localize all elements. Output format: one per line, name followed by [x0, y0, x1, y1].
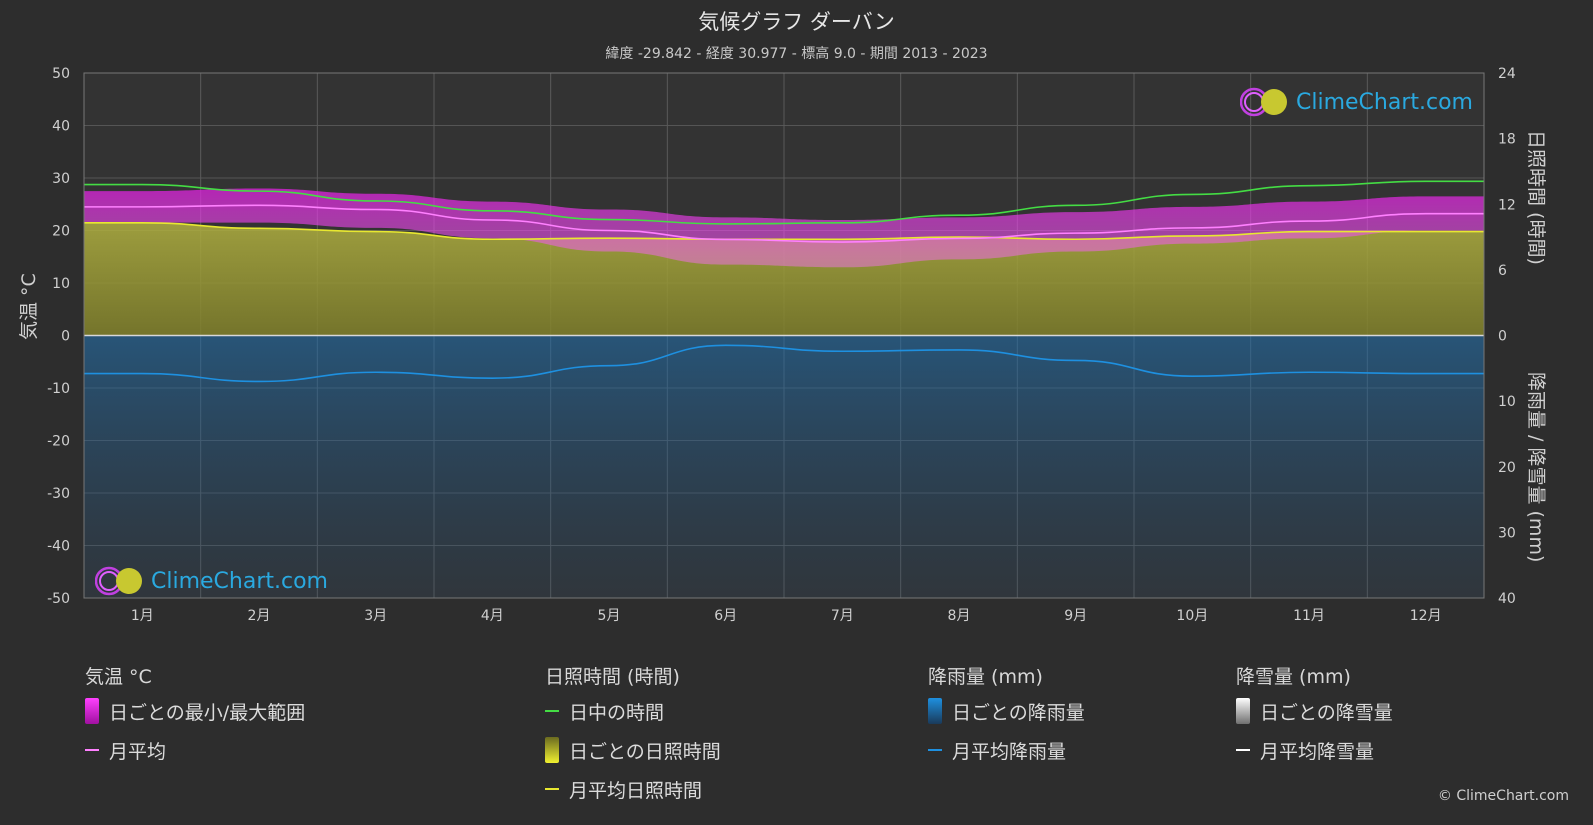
left-tick-label: 30	[52, 171, 70, 187]
month-tick-label: 11月	[1293, 608, 1325, 624]
month-tick-label: 12月	[1410, 608, 1442, 624]
legend-item: 月平均降雪量	[1236, 737, 1393, 763]
logo-icon	[1240, 87, 1287, 117]
chart-title: 気候グラフ ダーバン	[698, 10, 895, 34]
legend-item: 日ごとの最小/最大範囲	[85, 698, 305, 724]
legend-item: 月平均日照時間	[545, 776, 721, 802]
logo-text: ClimeChart.com	[151, 568, 328, 594]
left-tick-label: 0	[61, 329, 70, 345]
swatch-rain-avg	[928, 749, 942, 751]
rain-avg-line	[83, 344, 1484, 383]
temperature-range-band	[84, 188, 1484, 268]
left-tick-label: 50	[52, 66, 70, 82]
daylight-line	[84, 180, 1484, 225]
legend-label: 日ごとの最小/最大範囲	[109, 701, 306, 724]
right-top-tick-label: 6	[1498, 263, 1507, 279]
legend-heading: 日照時間 (時間)	[545, 666, 680, 688]
area-bands	[84, 188, 1484, 598]
sunshine-area	[84, 222, 1484, 336]
left-tick-label: -10	[47, 381, 70, 397]
temp-avg-line	[84, 204, 1484, 243]
swatch-snow-daily	[1236, 698, 1250, 724]
left-tick-label: -50	[47, 591, 70, 607]
right-top-tick-label: 0	[1498, 329, 1507, 345]
series-lines	[83, 180, 1484, 383]
month-tick-label: 3月	[364, 608, 387, 624]
legend-snow: 降雪量 (mm) 日ごとの降雪量 月平均降雪量	[1236, 662, 1393, 776]
right-bottom-tick-label: 40	[1498, 591, 1516, 607]
right-bottom-tick-label: 30	[1498, 525, 1516, 541]
month-tick-label: 9月	[1064, 608, 1087, 624]
legend-rain: 降雨量 (mm) 日ごとの降雨量 月平均降雨量	[928, 662, 1085, 776]
left-tick-label: -30	[47, 486, 70, 502]
legend-label: 月平均日照時間	[569, 779, 703, 802]
logo-icon	[95, 566, 142, 596]
legend-item: 月平均	[85, 737, 305, 763]
legend-temperature: 気温 °C 日ごとの最小/最大範囲 月平均	[85, 662, 305, 776]
legend-item: 日ごとの降雨量	[928, 698, 1085, 724]
logo-bottom: ClimeChart.com	[95, 565, 328, 597]
month-tick-label: 4月	[481, 608, 504, 624]
legend-item: 日ごとの日照時間	[545, 737, 721, 763]
right-top-axis-title: 日照時間 (時間)	[1525, 130, 1547, 265]
legend-label: 日ごとの降雪量	[1260, 701, 1393, 724]
legend-item: 日ごとの降雪量	[1236, 698, 1393, 724]
left-tick-label: 10	[52, 276, 70, 292]
right-top-tick-label: 24	[1498, 66, 1516, 82]
axes: 50 40 30 20 10 0 -10 -20 -30 -40 -50 24 18 12 6 0 10 20 30…	[47, 66, 1547, 624]
sunshine-avg-line	[84, 222, 1484, 241]
legend-label: 月平均降雨量	[952, 740, 1067, 763]
legend-heading: 降雨量 (mm)	[928, 666, 1043, 688]
left-tick-label: -20	[47, 434, 70, 450]
legend-label: 月平均降雪量	[1260, 740, 1375, 763]
swatch-daylight	[545, 710, 559, 712]
right-top-tick-label: 18	[1498, 132, 1516, 148]
month-tick-label: 5月	[598, 608, 621, 624]
left-tick-label: -40	[47, 539, 70, 555]
swatch-snow-avg	[1236, 749, 1250, 751]
legend-heading: 降雪量 (mm)	[1236, 666, 1351, 688]
left-axis-title: 気温 °C	[18, 273, 40, 340]
legend-label: 日ごとの降雨量	[952, 701, 1085, 724]
right-top-tick-label: 12	[1498, 197, 1516, 213]
month-tick-label: 6月	[714, 608, 737, 624]
climate-chart: 50 40 30 20 10 0 -10 -20 -30 -40 -50 24 18 12 6 0 10 20 30…	[47, 66, 1547, 624]
month-tick-label: 2月	[248, 608, 271, 624]
copyright: © ClimeChart.com	[1437, 788, 1569, 804]
right-bottom-axis-title: 降雨量 / 降雪量 (mm)	[1525, 372, 1547, 562]
right-bottom-tick-label: 20	[1498, 460, 1516, 476]
swatch-sunshine-avg	[545, 788, 559, 790]
chart-subtitle: 緯度 -29.842 - 経度 30.977 - 標高 9.0 - 期間 201…	[605, 46, 988, 62]
legend-heading: 気温 °C	[85, 666, 152, 688]
logo-text: ClimeChart.com	[1296, 89, 1473, 115]
swatch-temp-avg	[85, 749, 99, 751]
swatch-sunshine-daily	[545, 737, 559, 763]
legend-item: 月平均降雨量	[928, 737, 1085, 763]
plot-border	[83, 72, 1485, 599]
left-tick-label: 20	[52, 224, 70, 240]
swatch-rain-daily	[928, 698, 942, 724]
swatch-temp-range	[85, 698, 99, 724]
month-tick-label: 8月	[948, 608, 971, 624]
legend-label: 日ごとの日照時間	[569, 740, 721, 763]
right-bottom-tick-label: 10	[1498, 394, 1516, 410]
month-tick-label: 10月	[1176, 608, 1208, 624]
logo-top: ClimeChart.com	[1240, 86, 1473, 118]
legend-label: 月平均	[109, 740, 167, 763]
month-tick-label: 1月	[131, 608, 154, 624]
legend-sunshine: 日照時間 (時間) 日中の時間 日ごとの日照時間 月平均日照時間	[545, 662, 721, 815]
legend-item: 日中の時間	[545, 698, 721, 724]
legend-label: 日中の時間	[569, 701, 665, 724]
rain-area	[84, 335, 1484, 598]
left-tick-label: 40	[52, 119, 70, 135]
month-tick-label: 7月	[831, 608, 854, 624]
